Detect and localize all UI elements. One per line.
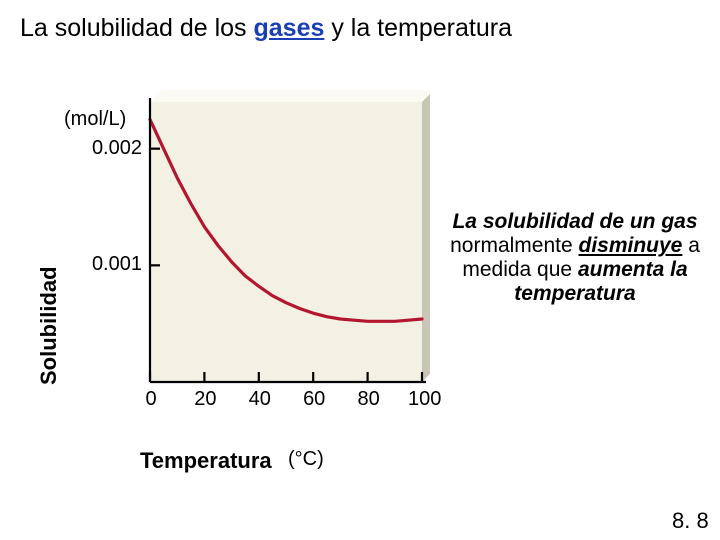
x-axis-label: Temperatura bbox=[140, 448, 272, 474]
title-emph: gases bbox=[254, 14, 325, 42]
x-tick-label: 80 bbox=[354, 388, 384, 411]
y-axis-label: Solubilidad bbox=[36, 266, 62, 385]
caption: La solubilidad de un gasnormalmente dism… bbox=[440, 210, 710, 306]
caption-line: La solubilidad de un gas bbox=[440, 210, 710, 234]
chart-svg bbox=[130, 90, 430, 400]
caption-line: temperatura bbox=[440, 282, 710, 306]
y-tick-label: 0.002 bbox=[80, 137, 142, 160]
y-tick-label: 0.001 bbox=[80, 253, 142, 276]
x-tick-label: 0 bbox=[136, 388, 166, 411]
title-suffix: y la temperatura bbox=[324, 14, 512, 42]
x-axis-unit: (°C) bbox=[288, 448, 324, 471]
caption-line: normalmente disminuye a bbox=[440, 234, 710, 258]
y-axis-unit: (mol/L) bbox=[64, 108, 126, 131]
slide-title: La solubilidad de los gases y la tempera… bbox=[20, 14, 512, 43]
x-tick-label: 40 bbox=[245, 388, 275, 411]
x-tick-label: 60 bbox=[299, 388, 329, 411]
caption-line: medida que aumenta la bbox=[440, 258, 710, 282]
page-number: 8. 8 bbox=[672, 508, 709, 534]
x-tick-label: 100 bbox=[408, 388, 438, 411]
x-tick-label: 20 bbox=[190, 388, 220, 411]
slide: { "title": { "prefix": "La solubilidad d… bbox=[0, 0, 720, 540]
title-prefix: La solubilidad de los bbox=[20, 14, 254, 42]
solubility-chart bbox=[130, 90, 430, 400]
